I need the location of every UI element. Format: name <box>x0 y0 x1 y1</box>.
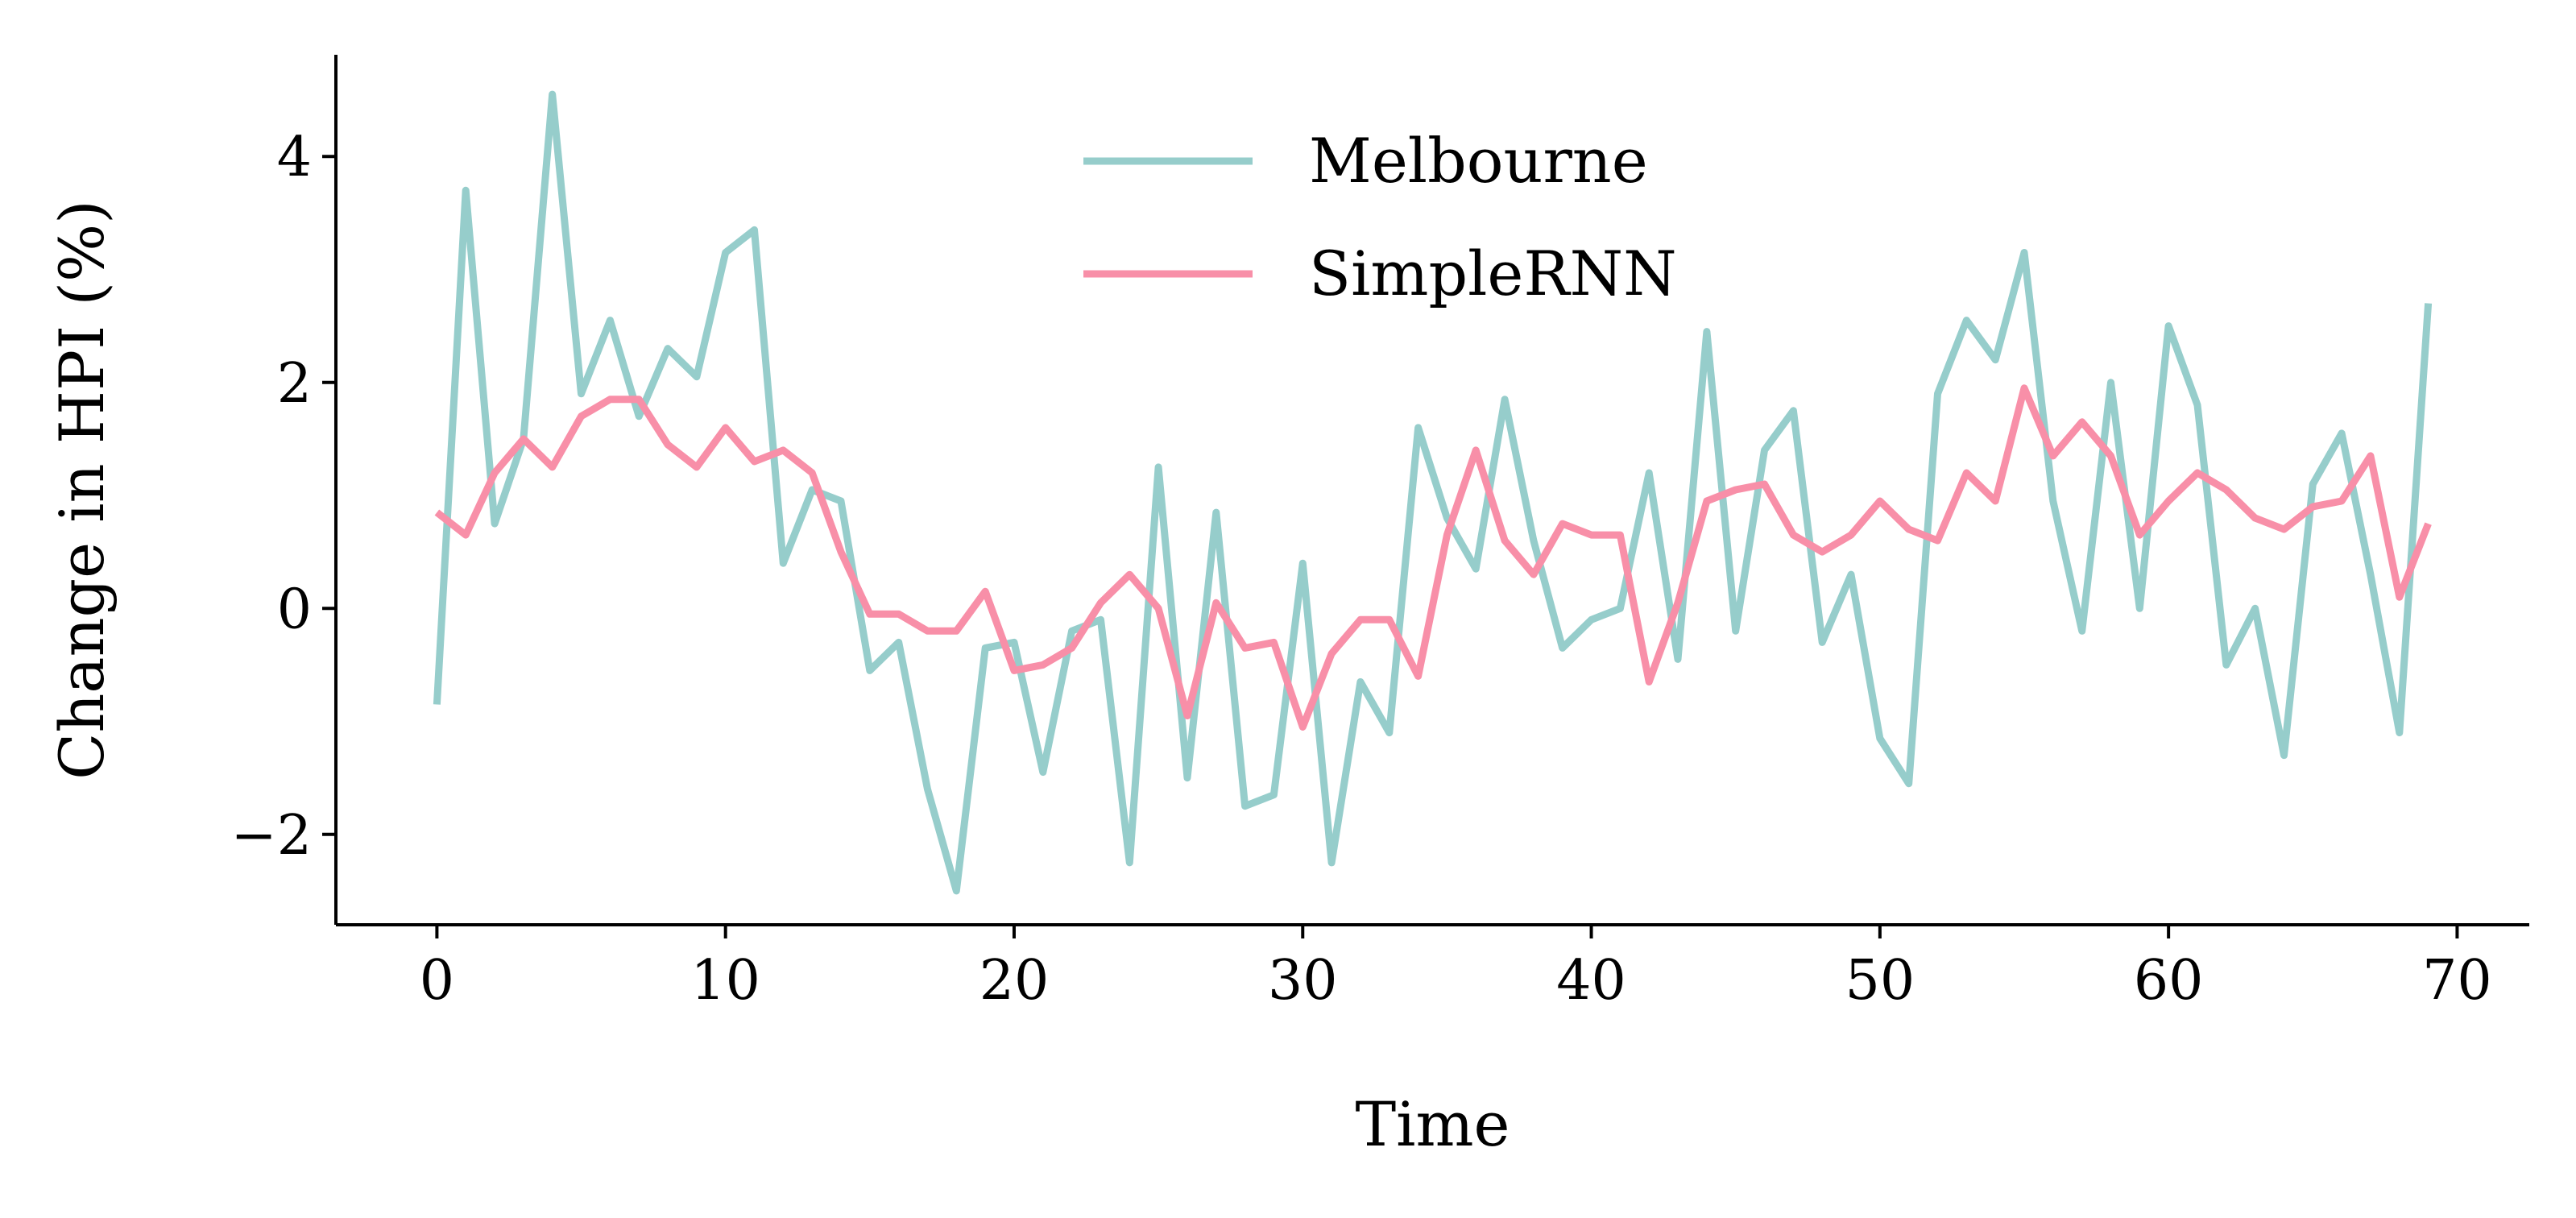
y-axis-label: Change in HPI (%) <box>46 200 118 780</box>
series-line-simplernn <box>434 384 2432 731</box>
x-tick-label: 30 <box>1268 949 1338 1013</box>
legend-label-melbourne: Melbourne <box>1309 125 1648 197</box>
ticks-layer: 0 10 20 30 40 50 60 70 −2 0 2 4 <box>231 126 2492 1013</box>
x-tick-label: 40 <box>1556 949 1626 1013</box>
series-line-melbourne <box>433 90 2433 895</box>
x-tick-label: 50 <box>1845 949 1915 1013</box>
axes-layer <box>334 55 2529 926</box>
series-layer <box>433 90 2433 895</box>
x-axis-label: Time <box>1355 1088 1510 1160</box>
x-tick-label: 10 <box>690 949 760 1013</box>
y-tick-label: −2 <box>231 804 312 868</box>
x-tick-label: 20 <box>979 949 1050 1013</box>
y-tick-label: 2 <box>277 352 312 416</box>
x-tick-label: 70 <box>2422 949 2492 1013</box>
y-tick-label: 0 <box>277 578 312 641</box>
x-tick-label: 0 <box>420 949 454 1013</box>
legend-label-simplernn: SimpleRNN <box>1309 238 1677 309</box>
y-tick-label: 4 <box>277 126 312 189</box>
x-tick-label: 60 <box>2134 949 2204 1013</box>
legend: Melbourne SimpleRNN <box>1083 125 1677 309</box>
